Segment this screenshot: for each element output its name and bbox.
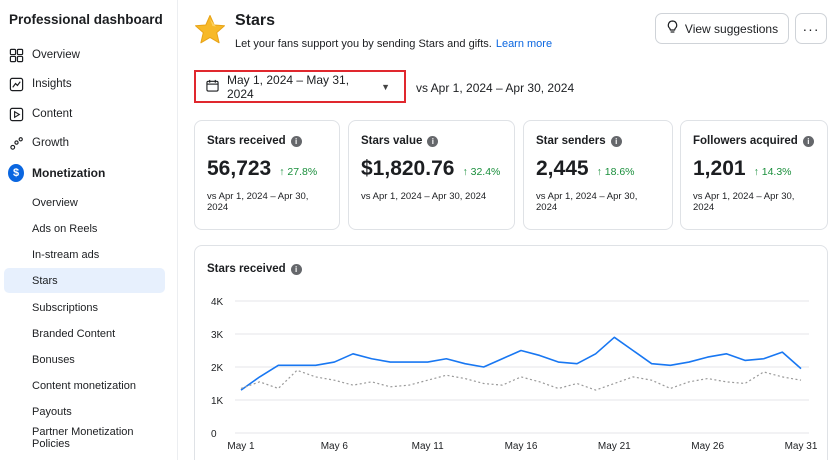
- info-icon[interactable]: i: [610, 135, 622, 147]
- sidebar-item-content[interactable]: Content: [0, 101, 170, 127]
- stars-received-chart-card: Stars received i 0 1K 2K 3K 4K May 1 May 6 May 1…: [194, 245, 828, 460]
- metric-change: ↑ 27.8%: [279, 166, 318, 178]
- x-tick-label: May 16: [505, 441, 538, 452]
- metric-comparison: vs Apr 1, 2024 – Apr 30, 2024: [361, 191, 487, 202]
- stars-received-chart: 0 1K 2K 3K 4K May 1 May 6 May 11 May 16 May 21 May…: [211, 297, 818, 452]
- learn-more-link[interactable]: Learn more: [495, 38, 553, 50]
- sidebar-subitem-partner-monetization-policies[interactable]: Partner Monetization Policies: [32, 425, 134, 450]
- sidebar-item-overview[interactable]: Overview: [0, 42, 170, 68]
- overview-icon: [8, 47, 24, 63]
- sidebar-subitem-bonuses[interactable]: Bonuses: [32, 353, 75, 366]
- sidebar-subitem-payouts[interactable]: Payouts: [32, 405, 72, 418]
- sidebar: Professional dashboard Overview Insights…: [0, 0, 178, 460]
- insights-icon: [8, 76, 24, 92]
- sidebar-subitem-subscriptions[interactable]: Subscriptions: [32, 301, 99, 314]
- x-tick-label: May 26: [691, 441, 724, 452]
- metric-comparison: vs Apr 1, 2024 – Apr 30, 2024: [536, 191, 638, 213]
- calendar-icon: [206, 79, 219, 95]
- metric-value: 56,723: [207, 157, 272, 180]
- previous-period-line[interactable]: [240, 369, 802, 391]
- y-tick-label: 0: [211, 429, 217, 440]
- y-tick-label: 4K: [211, 297, 224, 308]
- star-icon: [194, 14, 226, 46]
- sidebar-subitem-overview[interactable]: Overview: [32, 196, 78, 209]
- sidebar-subitem-stars[interactable]: Stars: [4, 268, 165, 293]
- metric-label: Followers acquired: [693, 135, 798, 147]
- page-title: Stars: [235, 12, 276, 29]
- y-tick-label: 1K: [211, 396, 224, 407]
- sidebar-item-insights[interactable]: Insights: [0, 71, 170, 97]
- monetization-icon: $: [8, 164, 24, 182]
- metric-change: ↑ 14.3%: [753, 166, 792, 178]
- metric-card-stars-value: Stars value i $1,820.76 ↑ 32.4% vs Apr 1, …: [348, 120, 515, 230]
- growth-icon: [8, 135, 24, 151]
- comparison-range: vs Apr 1, 2024 – Apr 30, 2024: [416, 81, 575, 95]
- metric-value: $1,820.76: [361, 157, 455, 180]
- sidebar-item-label: Insights: [32, 78, 72, 90]
- sidebar-subitem-content-monetization[interactable]: Content monetization: [32, 379, 136, 392]
- page-subtitle: Let your fans support you by sending Sta…: [235, 38, 553, 50]
- sidebar-subitem-branded-content[interactable]: Branded Content: [32, 327, 116, 340]
- metric-change: ↑ 32.4%: [462, 166, 501, 178]
- chart-title: Stars received: [207, 263, 286, 275]
- metric-card-stars-received: Stars received i 56,723 ↑ 27.8% vs Apr 1, …: [194, 120, 340, 230]
- arrow-up-icon: ↑: [753, 166, 759, 178]
- sidebar-item-label: Monetization: [32, 166, 106, 180]
- x-tick-label: May 21: [598, 441, 631, 452]
- sidebar-item-label: Overview: [32, 49, 80, 61]
- sidebar-item-monetization[interactable]: $ Monetization: [0, 160, 170, 186]
- view-suggestions-button[interactable]: View suggestions: [655, 13, 789, 44]
- metric-value: 2,445: [536, 157, 589, 180]
- arrow-up-icon: ↑: [596, 166, 602, 178]
- x-tick-label: May 6: [321, 441, 349, 452]
- y-tick-label: 2K: [211, 363, 224, 374]
- caret-down-icon: ▼: [381, 81, 390, 92]
- metric-card-star-senders: Star senders i 2,445 ↑ 18.6% vs Apr 1, 202…: [523, 120, 673, 230]
- info-icon[interactable]: i: [802, 135, 814, 147]
- date-range-value: May 1, 2024 – May 31, 2024: [227, 72, 350, 101]
- metric-card-followers-acquired: Followers acquired i 1,201 ↑ 14.3% vs Apr …: [680, 120, 828, 230]
- current-period-line[interactable]: [240, 336, 802, 391]
- info-icon[interactable]: i: [290, 135, 302, 147]
- more-options-button[interactable]: ···: [795, 13, 827, 44]
- sidebar-title: Professional dashboard: [9, 12, 163, 27]
- metric-value: 1,201: [693, 157, 746, 180]
- metric-comparison: vs Apr 1, 2024 – Apr 30, 2024: [207, 191, 309, 213]
- metric-label: Star senders: [536, 135, 606, 147]
- view-suggestions-label: View suggestions: [684, 21, 779, 36]
- content-icon: [8, 106, 24, 122]
- sidebar-item-growth[interactable]: Growth: [0, 130, 170, 156]
- y-tick-label: 3K: [211, 330, 224, 341]
- info-icon[interactable]: i: [427, 135, 439, 147]
- arrow-up-icon: ↑: [462, 166, 468, 178]
- x-tick-label: May 31: [785, 441, 818, 452]
- arrow-up-icon: ↑: [279, 166, 285, 178]
- metric-label: Stars received: [207, 135, 286, 147]
- sidebar-item-label: Growth: [32, 137, 70, 149]
- sidebar-subitem-ads-on-reels[interactable]: Ads on Reels: [32, 222, 98, 235]
- x-tick-label: May 11: [412, 441, 444, 452]
- sidebar-item-label: Content: [32, 108, 73, 120]
- info-icon[interactable]: i: [290, 263, 302, 275]
- lightbulb-icon: [666, 20, 679, 37]
- metric-change: ↑ 18.6%: [596, 166, 635, 178]
- sidebar-subitem-in-stream-ads[interactable]: In-stream ads: [32, 248, 100, 261]
- metric-label: Stars value: [361, 135, 423, 147]
- date-range-selector[interactable]: May 1, 2024 – May 31, 2024 ▼: [194, 70, 406, 103]
- metric-comparison: vs Apr 1, 2024 – Apr 30, 2024: [693, 191, 795, 213]
- x-tick-label: May 1: [227, 441, 255, 452]
